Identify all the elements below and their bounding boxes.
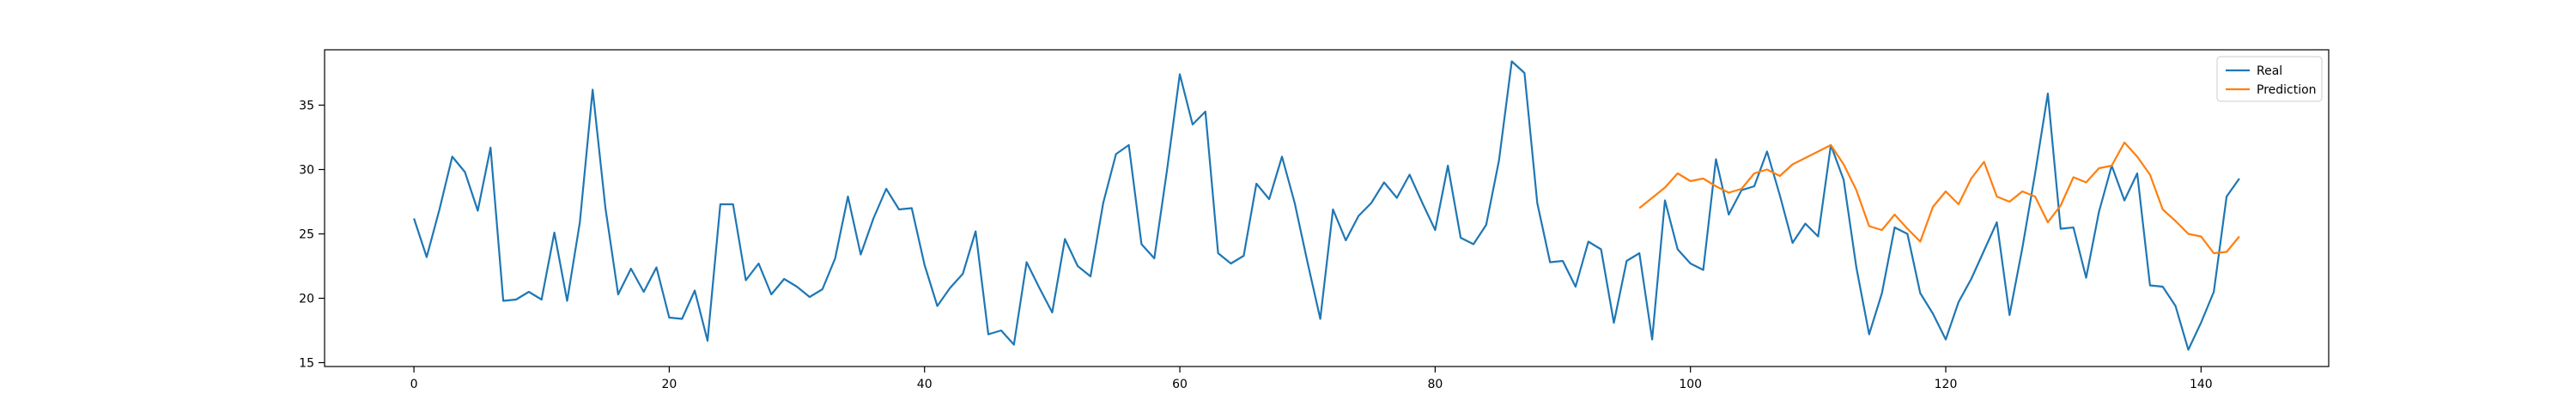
x-tick-label: 0 — [410, 378, 418, 391]
y-tick-label: 20 — [299, 293, 314, 306]
x-tick-label: 60 — [1172, 378, 1188, 391]
y-tick-label: 15 — [299, 357, 314, 371]
plot-frame — [324, 49, 2330, 367]
series-line-real — [413, 60, 2240, 351]
series-line-prediction — [1638, 141, 2240, 255]
series-layer — [413, 60, 2240, 351]
x-tick-label: 120 — [1935, 378, 1958, 391]
x-tick-label: 80 — [1427, 378, 1443, 391]
legend: Real Prediction — [2216, 56, 2323, 102]
x-tick-label: 40 — [917, 378, 933, 391]
legend-label-real: Real — [2257, 64, 2282, 78]
y-tick-label: 25 — [299, 228, 314, 242]
y-tick-label: 35 — [299, 100, 314, 113]
legend-label-prediction: Prediction — [2257, 83, 2317, 97]
x-tick-label: 20 — [661, 378, 677, 391]
y-tick-label: 30 — [299, 164, 314, 178]
axes-layer: 0 20 40 60 80 100 120 140 15 20 25 30 35 — [299, 49, 2330, 391]
x-tick-label: 140 — [2190, 378, 2213, 391]
x-tick-label: 100 — [1679, 378, 1702, 391]
